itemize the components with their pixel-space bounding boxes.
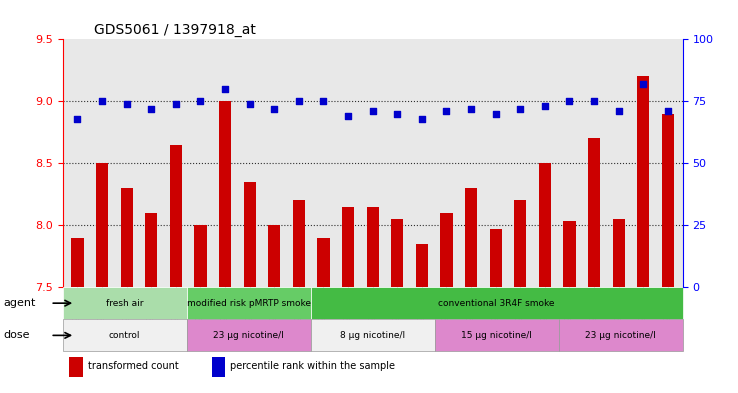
Point (72, 116, 83, 122)
Text: fresh air: fresh air (106, 299, 143, 308)
Bar (662, 114, 674, 393)
Bar (72, 237, 83, 393)
Text: transformed count: transformed count (88, 361, 179, 371)
Text: conventional 3R4F smoke: conventional 3R4F smoke (438, 299, 555, 308)
Bar (170, 145, 182, 393)
Point (96, 98, 108, 105)
Bar (96, 163, 108, 393)
Bar (415, 244, 428, 393)
Point (613, 108, 624, 114)
Text: 23 μg nicotine/l: 23 μg nicotine/l (213, 331, 284, 340)
Bar (637, 77, 649, 393)
Text: 23 μg nicotine/l: 23 μg nicotine/l (585, 331, 656, 340)
Point (441, 108, 452, 114)
Bar (187, 319, 311, 351)
Point (195, 98, 207, 105)
Bar (268, 225, 280, 393)
Point (145, 106, 157, 112)
Point (490, 110, 502, 117)
Text: control: control (109, 331, 140, 340)
Bar (342, 207, 354, 393)
Point (170, 101, 182, 107)
Bar (311, 319, 435, 351)
Point (539, 103, 551, 109)
Bar (145, 213, 157, 393)
Point (638, 81, 649, 87)
Bar (219, 101, 231, 393)
Bar (588, 138, 600, 393)
Bar (187, 287, 311, 319)
Text: agent: agent (4, 298, 36, 308)
Point (367, 108, 379, 114)
Point (588, 98, 600, 105)
Point (219, 86, 231, 92)
Bar (63, 319, 187, 351)
Bar (465, 188, 477, 393)
Bar (293, 200, 305, 393)
Bar (69, 357, 83, 377)
Point (244, 101, 255, 107)
Text: GDS5061 / 1397918_at: GDS5061 / 1397918_at (94, 23, 255, 37)
Point (564, 98, 576, 105)
Point (293, 98, 305, 105)
Bar (367, 207, 379, 393)
Bar (613, 219, 625, 393)
Point (269, 106, 280, 112)
Bar (244, 182, 256, 393)
Bar (539, 163, 551, 393)
Bar (212, 357, 225, 377)
Bar (317, 237, 330, 393)
Bar (441, 213, 452, 393)
Text: 8 μg nicotine/l: 8 μg nicotine/l (340, 331, 405, 340)
Point (391, 110, 403, 117)
Text: percentile rank within the sample: percentile rank within the sample (230, 361, 395, 371)
Text: modified risk pMRTP smoke: modified risk pMRTP smoke (187, 299, 311, 308)
Text: 15 μg nicotine/l: 15 μg nicotine/l (461, 331, 532, 340)
Bar (435, 319, 559, 351)
Bar (489, 229, 502, 393)
Bar (514, 200, 526, 393)
Bar (120, 188, 133, 393)
Bar (311, 287, 683, 319)
Point (121, 101, 133, 107)
Point (416, 116, 428, 122)
Bar (194, 225, 207, 393)
Bar (391, 219, 404, 393)
Point (465, 106, 477, 112)
Bar (63, 287, 187, 319)
Point (662, 108, 674, 114)
Text: dose: dose (4, 331, 30, 340)
Point (514, 106, 526, 112)
Point (317, 98, 329, 105)
Bar (563, 221, 576, 393)
Bar (559, 319, 683, 351)
Point (342, 113, 354, 119)
